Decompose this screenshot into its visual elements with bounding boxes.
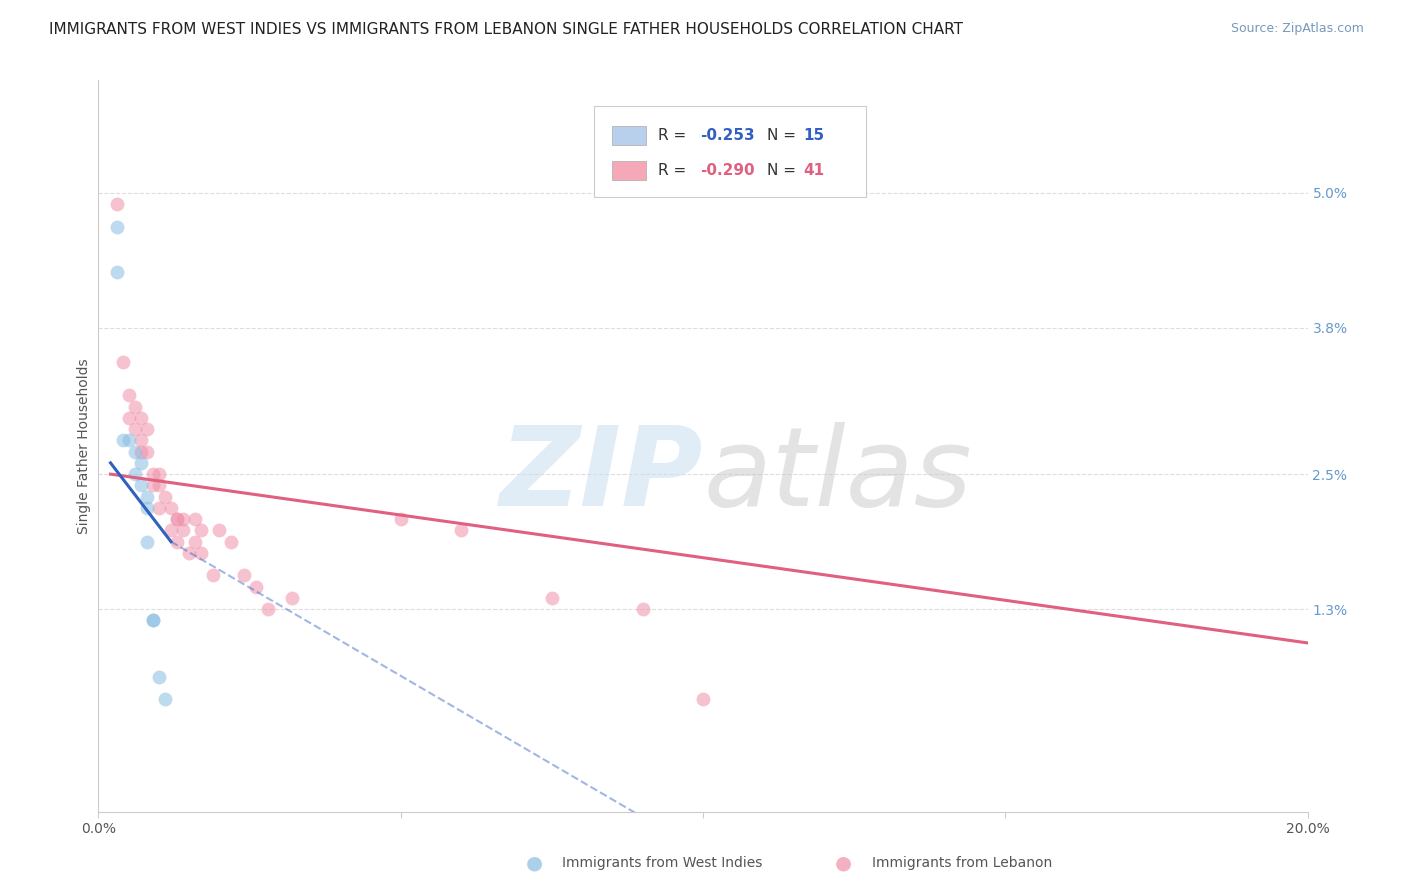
Point [142,614,165,628]
Point [190,546,212,560]
Point [124,467,146,482]
Point [389,512,412,526]
Text: R =: R = [658,162,692,178]
Point [166,512,188,526]
Point [166,534,188,549]
Point [202,568,225,582]
Point [135,490,157,504]
Text: R =: R = [658,128,692,143]
Y-axis label: Single Father Households: Single Father Households [77,359,91,533]
Point [166,512,188,526]
Point [184,534,207,549]
Point [124,444,146,458]
Point [135,534,157,549]
Point [148,670,170,684]
Text: IMMIGRANTS FROM WEST INDIES VS IMMIGRANTS FROM LEBANON SINGLE FATHER HOUSEHOLDS : IMMIGRANTS FROM WEST INDIES VS IMMIGRANT… [49,22,963,37]
Point [129,456,152,470]
Point [129,478,152,492]
Point [148,500,170,515]
Point [179,546,201,560]
Point [135,422,157,436]
Point [135,500,157,515]
Point [153,490,176,504]
Text: ZIP: ZIP [499,422,703,529]
Point [172,512,194,526]
Text: 41: 41 [803,162,824,178]
Point [153,692,176,706]
Point [148,467,170,482]
Text: -0.290: -0.290 [700,162,755,178]
Text: Source: ZipAtlas.com: Source: ZipAtlas.com [1230,22,1364,36]
Text: Immigrants from Lebanon: Immigrants from Lebanon [872,856,1052,871]
Text: N =: N = [768,128,801,143]
Point [540,591,562,605]
Point [111,434,134,448]
Point [631,602,654,616]
Point [172,524,194,538]
Text: -0.253: -0.253 [700,128,755,143]
Point [124,422,146,436]
Point [118,410,141,425]
Point [232,568,254,582]
Point [281,591,304,605]
Point [148,478,170,492]
Text: N =: N = [768,162,801,178]
Point [221,534,243,549]
Point [105,219,128,234]
FancyBboxPatch shape [613,126,647,145]
Point [160,500,183,515]
Text: ●: ● [835,854,852,873]
Point [142,614,165,628]
FancyBboxPatch shape [595,106,866,197]
Text: atlas: atlas [703,422,972,529]
Point [208,524,231,538]
Text: 15: 15 [803,128,824,143]
Point [160,524,183,538]
Point [135,444,157,458]
Text: Immigrants from West Indies: Immigrants from West Indies [562,856,763,871]
Text: ●: ● [526,854,543,873]
Point [142,478,165,492]
Point [105,264,128,278]
Point [190,524,212,538]
Point [129,444,152,458]
Point [129,434,152,448]
Point [142,467,165,482]
Point [105,197,128,211]
Point [129,410,152,425]
Point [245,580,267,594]
Point [184,512,207,526]
Point [111,354,134,368]
Point [450,524,472,538]
Point [118,434,141,448]
Point [692,692,714,706]
Point [118,388,141,402]
Point [256,602,278,616]
FancyBboxPatch shape [613,161,647,180]
Point [124,400,146,414]
